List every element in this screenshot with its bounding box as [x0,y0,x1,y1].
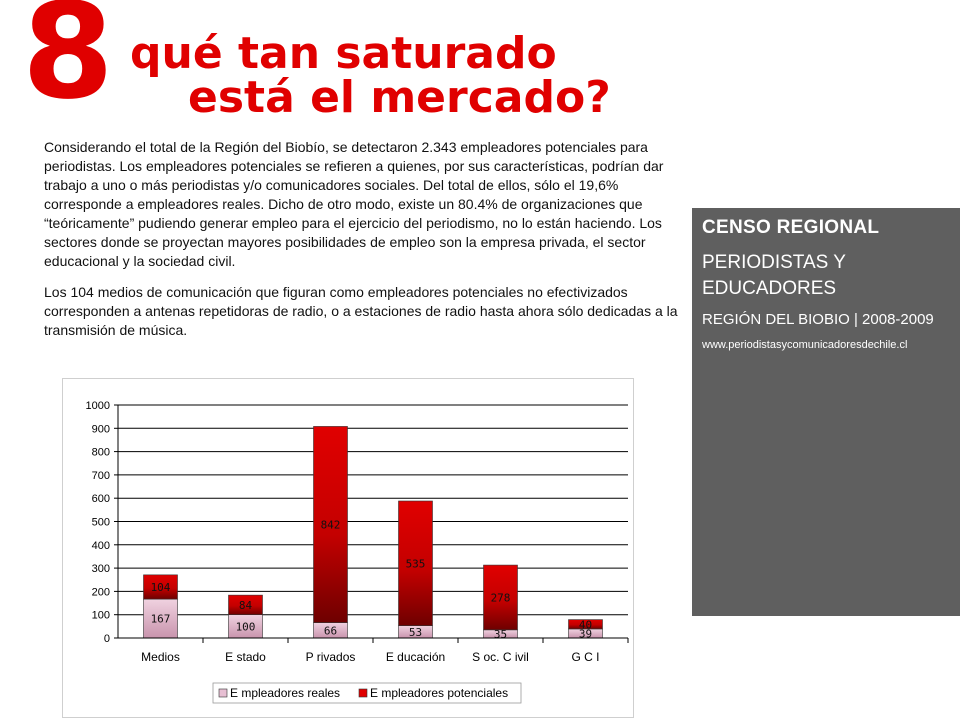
bar-potenciales [483,564,518,631]
data-label: 66 [324,624,337,637]
body-text: Considerando el total de la Región del B… [44,138,684,340]
legend-label: E mpleadores reales [230,686,340,700]
category-label: Medios [141,650,180,664]
y-tick-label: 900 [92,423,110,435]
bar-potenciales [313,426,348,623]
page-title-line2: está el mercado? [188,72,611,123]
data-label: 167 [151,613,171,626]
bar-potenciales [398,500,433,626]
y-tick-label: 200 [92,586,110,598]
data-label: 84 [239,599,253,612]
sidebar-subtitle: PERIODISTAS Y EDUCADORES [702,252,846,299]
sidebar-url: www.periodistasycomunicadoresdechile.cl [702,339,908,351]
category-label: E ducación [386,650,445,664]
bar-reales [143,598,178,639]
legend-swatch [218,688,228,698]
category-label: G C I [571,650,599,664]
data-label: 39 [579,627,592,640]
category-label: E stado [225,650,266,664]
data-label: 842 [321,519,341,532]
y-tick-label: 300 [92,563,110,575]
y-tick-label: 400 [92,540,110,552]
data-label: 53 [409,626,422,639]
bar-potenciales [228,594,263,616]
sidebar-heading: CENSO REGIONAL [702,217,880,238]
chart-frame: 167 104 100 84 66 842 53 535 35 278 39 40 0 100 200 30… [62,378,634,718]
data-label: 278 [491,591,511,604]
y-tick-label: 600 [92,493,110,505]
y-tick-label: 0 [104,633,110,645]
bar-potenciales [568,619,603,630]
paragraph-1: Considerando el total de la Región del B… [44,139,664,269]
y-tick-label: 500 [92,517,110,529]
data-label: 535 [406,557,426,570]
page-title-line1: qué tan saturado [130,28,557,79]
data-label: 35 [494,628,507,641]
y-tick-label: 800 [92,447,110,459]
section-number: 8 [22,0,114,129]
y-tick-label: 700 [92,470,110,482]
legend-label: E mpleadores potenciales [370,686,508,700]
data-label: 40 [579,618,592,631]
sidebar-panel: CENSO REGIONAL PERIODISTAS Y EDUCADORES … [692,208,960,616]
bar-potenciales [143,574,178,600]
sidebar-region: REGIÓN DEL BIOBIO | 2008-2009 [702,311,934,328]
legend-swatch [358,688,368,698]
category-label: S oc. C ivil [472,650,529,664]
category-label: P rivados [306,650,356,664]
y-tick-label: 100 [92,610,110,622]
data-label: 100 [236,620,256,633]
y-tick-label: 1000 [86,400,110,412]
data-label: 104 [151,581,171,594]
paragraph-2: Los 104 medios de comunicación que figur… [44,284,678,338]
